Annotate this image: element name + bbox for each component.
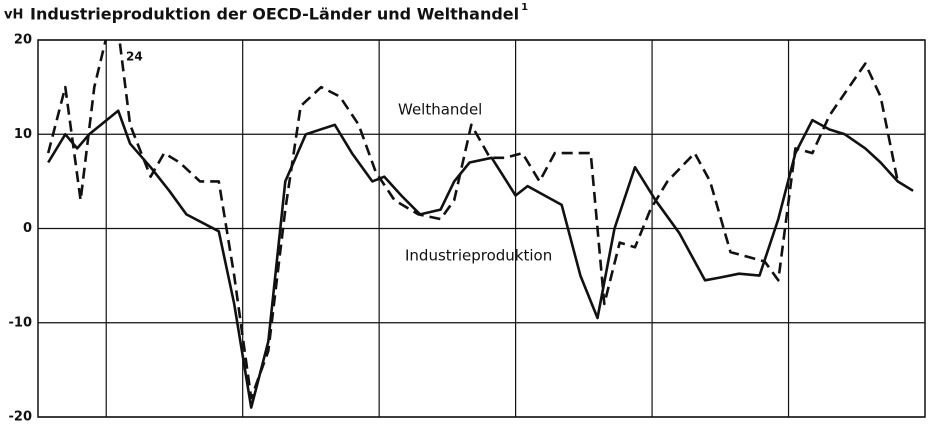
series-line <box>46 40 899 400</box>
title-footnote: 1 <box>521 2 528 13</box>
annotation: Welthandel <box>398 101 482 119</box>
series-line <box>47 109 914 409</box>
annotation: 24 <box>126 50 143 64</box>
y-tick-label: -10 <box>9 315 33 330</box>
chart-title: Industrieproduktion der OECD-Länder und … <box>30 5 519 24</box>
y-tick-label: -20 <box>9 410 33 425</box>
plot-area <box>46 40 914 409</box>
y-tick-label: 10 <box>14 127 32 142</box>
y-tick-label: 20 <box>14 33 32 48</box>
y-axis-label: vH <box>4 8 23 23</box>
y-tick-label: 0 <box>23 221 32 236</box>
annotation: Industrieproduktion <box>405 247 552 265</box>
